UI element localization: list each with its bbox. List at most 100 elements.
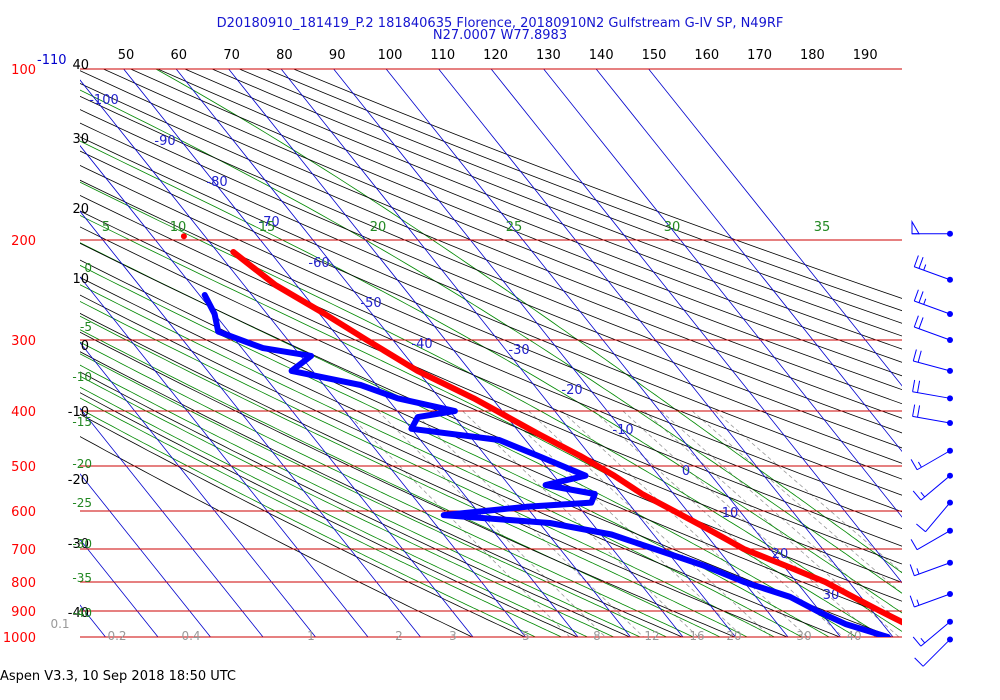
pressure-tick-label: 900 (11, 605, 36, 620)
isotherm-line (123, 69, 579, 637)
moist-adiabat-label: -40 (72, 606, 92, 620)
moist-adiabat-line (80, 353, 668, 637)
top-axis-label: 70 (223, 48, 240, 63)
dry-adiabat-line (80, 95, 902, 434)
moist-adiabat-label: 35 (814, 220, 831, 235)
mixing-ratio-label: 40 (846, 629, 861, 643)
top-axis-label: 140 (589, 48, 614, 63)
dry-adiabat-line (130, 69, 902, 377)
dry-adiabat-line (80, 226, 902, 583)
isotherm-line (648, 69, 902, 387)
dry-adiabat-line (80, 165, 902, 513)
wind-barb (912, 379, 953, 402)
wind-barb (913, 255, 953, 283)
wind-barb (916, 499, 953, 533)
moist-adiabat-line (80, 140, 902, 614)
moist-adiabat-label: -20 (72, 457, 92, 471)
dewpoint-profile (201, 292, 891, 637)
dry-adiabat-line (80, 436, 474, 637)
top-axis-label: 190 (853, 48, 878, 63)
dry-adiabat-line (80, 413, 526, 637)
temperature-top-point (180, 233, 187, 240)
wind-barb (912, 618, 953, 647)
pressure-tick-label: 500 (11, 460, 36, 475)
wind-barb (910, 447, 953, 471)
moist-adiabat-label: 5 (102, 220, 110, 235)
dry-adiabat-line (80, 179, 902, 530)
top-axis-label: 50 (118, 48, 135, 63)
mixing-ratio-label: 30 (796, 629, 811, 643)
moist-adiabat-line (80, 89, 902, 594)
dry-adiabat-line (80, 259, 902, 622)
isotherm-label: -90 (154, 134, 175, 149)
top-axis-label: 100 (378, 48, 403, 63)
left-temperature-label: -40 (68, 606, 89, 621)
pressure-tick-label: 600 (11, 505, 36, 520)
moist-adiabat-line (155, 69, 902, 574)
isotherm-label: -20 (561, 383, 582, 398)
wind-barb (913, 289, 953, 318)
top-axis-label: 180 (800, 48, 825, 63)
isotherm-label: -30 (508, 343, 529, 358)
mixing-ratio-line (462, 410, 699, 637)
mixing-ratio-line (412, 410, 645, 637)
left-temperature-label: -20 (68, 473, 89, 488)
isotherm-label: -60 (308, 256, 329, 271)
wind-barb (909, 590, 953, 608)
moist-adiabat-line (80, 284, 803, 637)
isotherm-line (490, 69, 902, 584)
dry-adiabat-line (80, 276, 894, 637)
moist-adiabat-label: -35 (72, 571, 92, 585)
moist-adiabat-label: -15 (72, 415, 92, 429)
mixing-ratio-label: 8 (593, 629, 601, 643)
dry-adiabat-line (80, 109, 902, 449)
dry-adiabat-line (80, 312, 789, 637)
moist-adiabat-line (80, 408, 537, 637)
chart-title: D20180910_181419_P.2 181840635 Florence,… (216, 16, 784, 31)
pressure-tick-label: 1000 (3, 631, 36, 646)
isotherm-label: -70 (258, 215, 279, 230)
top-axis-label: 160 (694, 48, 719, 63)
isotherm-line (543, 69, 902, 518)
moist-adiabat-line (80, 397, 563, 637)
isotherm-line (385, 69, 842, 637)
isotherm-line (333, 69, 789, 637)
isotherm-label: 0 (682, 464, 690, 479)
isotherm-label: -40 (411, 337, 432, 352)
mixing-ratio-label: 20 (726, 629, 741, 643)
mixing-ratio-line (643, 410, 900, 637)
isotherm-line (80, 473, 212, 637)
top-axis-label: 80 (276, 48, 293, 63)
footer-text: Aspen V3.3, 10 Sep 2018 18:50 UTC (0, 669, 237, 684)
left-temperature-label: 30 (72, 132, 89, 147)
top-axis-label: 90 (329, 48, 346, 63)
moist-adiabat-line (80, 364, 642, 637)
mixing-ratio-label: 5 (522, 629, 530, 643)
mixing-ratio-line (528, 410, 772, 637)
left-temperature-label: -30 (68, 537, 89, 552)
moist-adiabat-label: 0 (84, 261, 92, 275)
mixing-ratio-label: 0.2 (107, 629, 126, 643)
moist-adiabat-line (80, 315, 749, 637)
isotherm-line (0, 56, 10, 649)
dry-adiabat-line (80, 82, 902, 419)
pressure-tick-label: 400 (11, 405, 36, 420)
mixing-ratio-line (561, 410, 809, 637)
dry-adiabat-line (184, 69, 902, 350)
dry-adiabat-line (80, 331, 736, 637)
left-temperature-label: 0 (81, 339, 89, 354)
dry-adiabat-line (80, 242, 902, 602)
left-temperature-label: 10 (72, 272, 89, 287)
top-axis-label: 60 (171, 48, 188, 63)
left-temperature-label: 40 (72, 58, 89, 73)
pressure-tick-label: 100 (11, 63, 36, 78)
mixing-ratio-line (593, 410, 844, 637)
mixing-ratio-label: 16 (689, 629, 704, 643)
moist-adiabat-line (80, 181, 902, 632)
top-axis-label: 120 (483, 48, 508, 63)
pressure-tick-label: 200 (11, 234, 36, 249)
dry-adiabat-line (239, 69, 902, 324)
mixing-ratio-label: 3 (449, 629, 457, 643)
isotherm-line (595, 69, 902, 452)
pressure-tick-label: 300 (11, 334, 36, 349)
